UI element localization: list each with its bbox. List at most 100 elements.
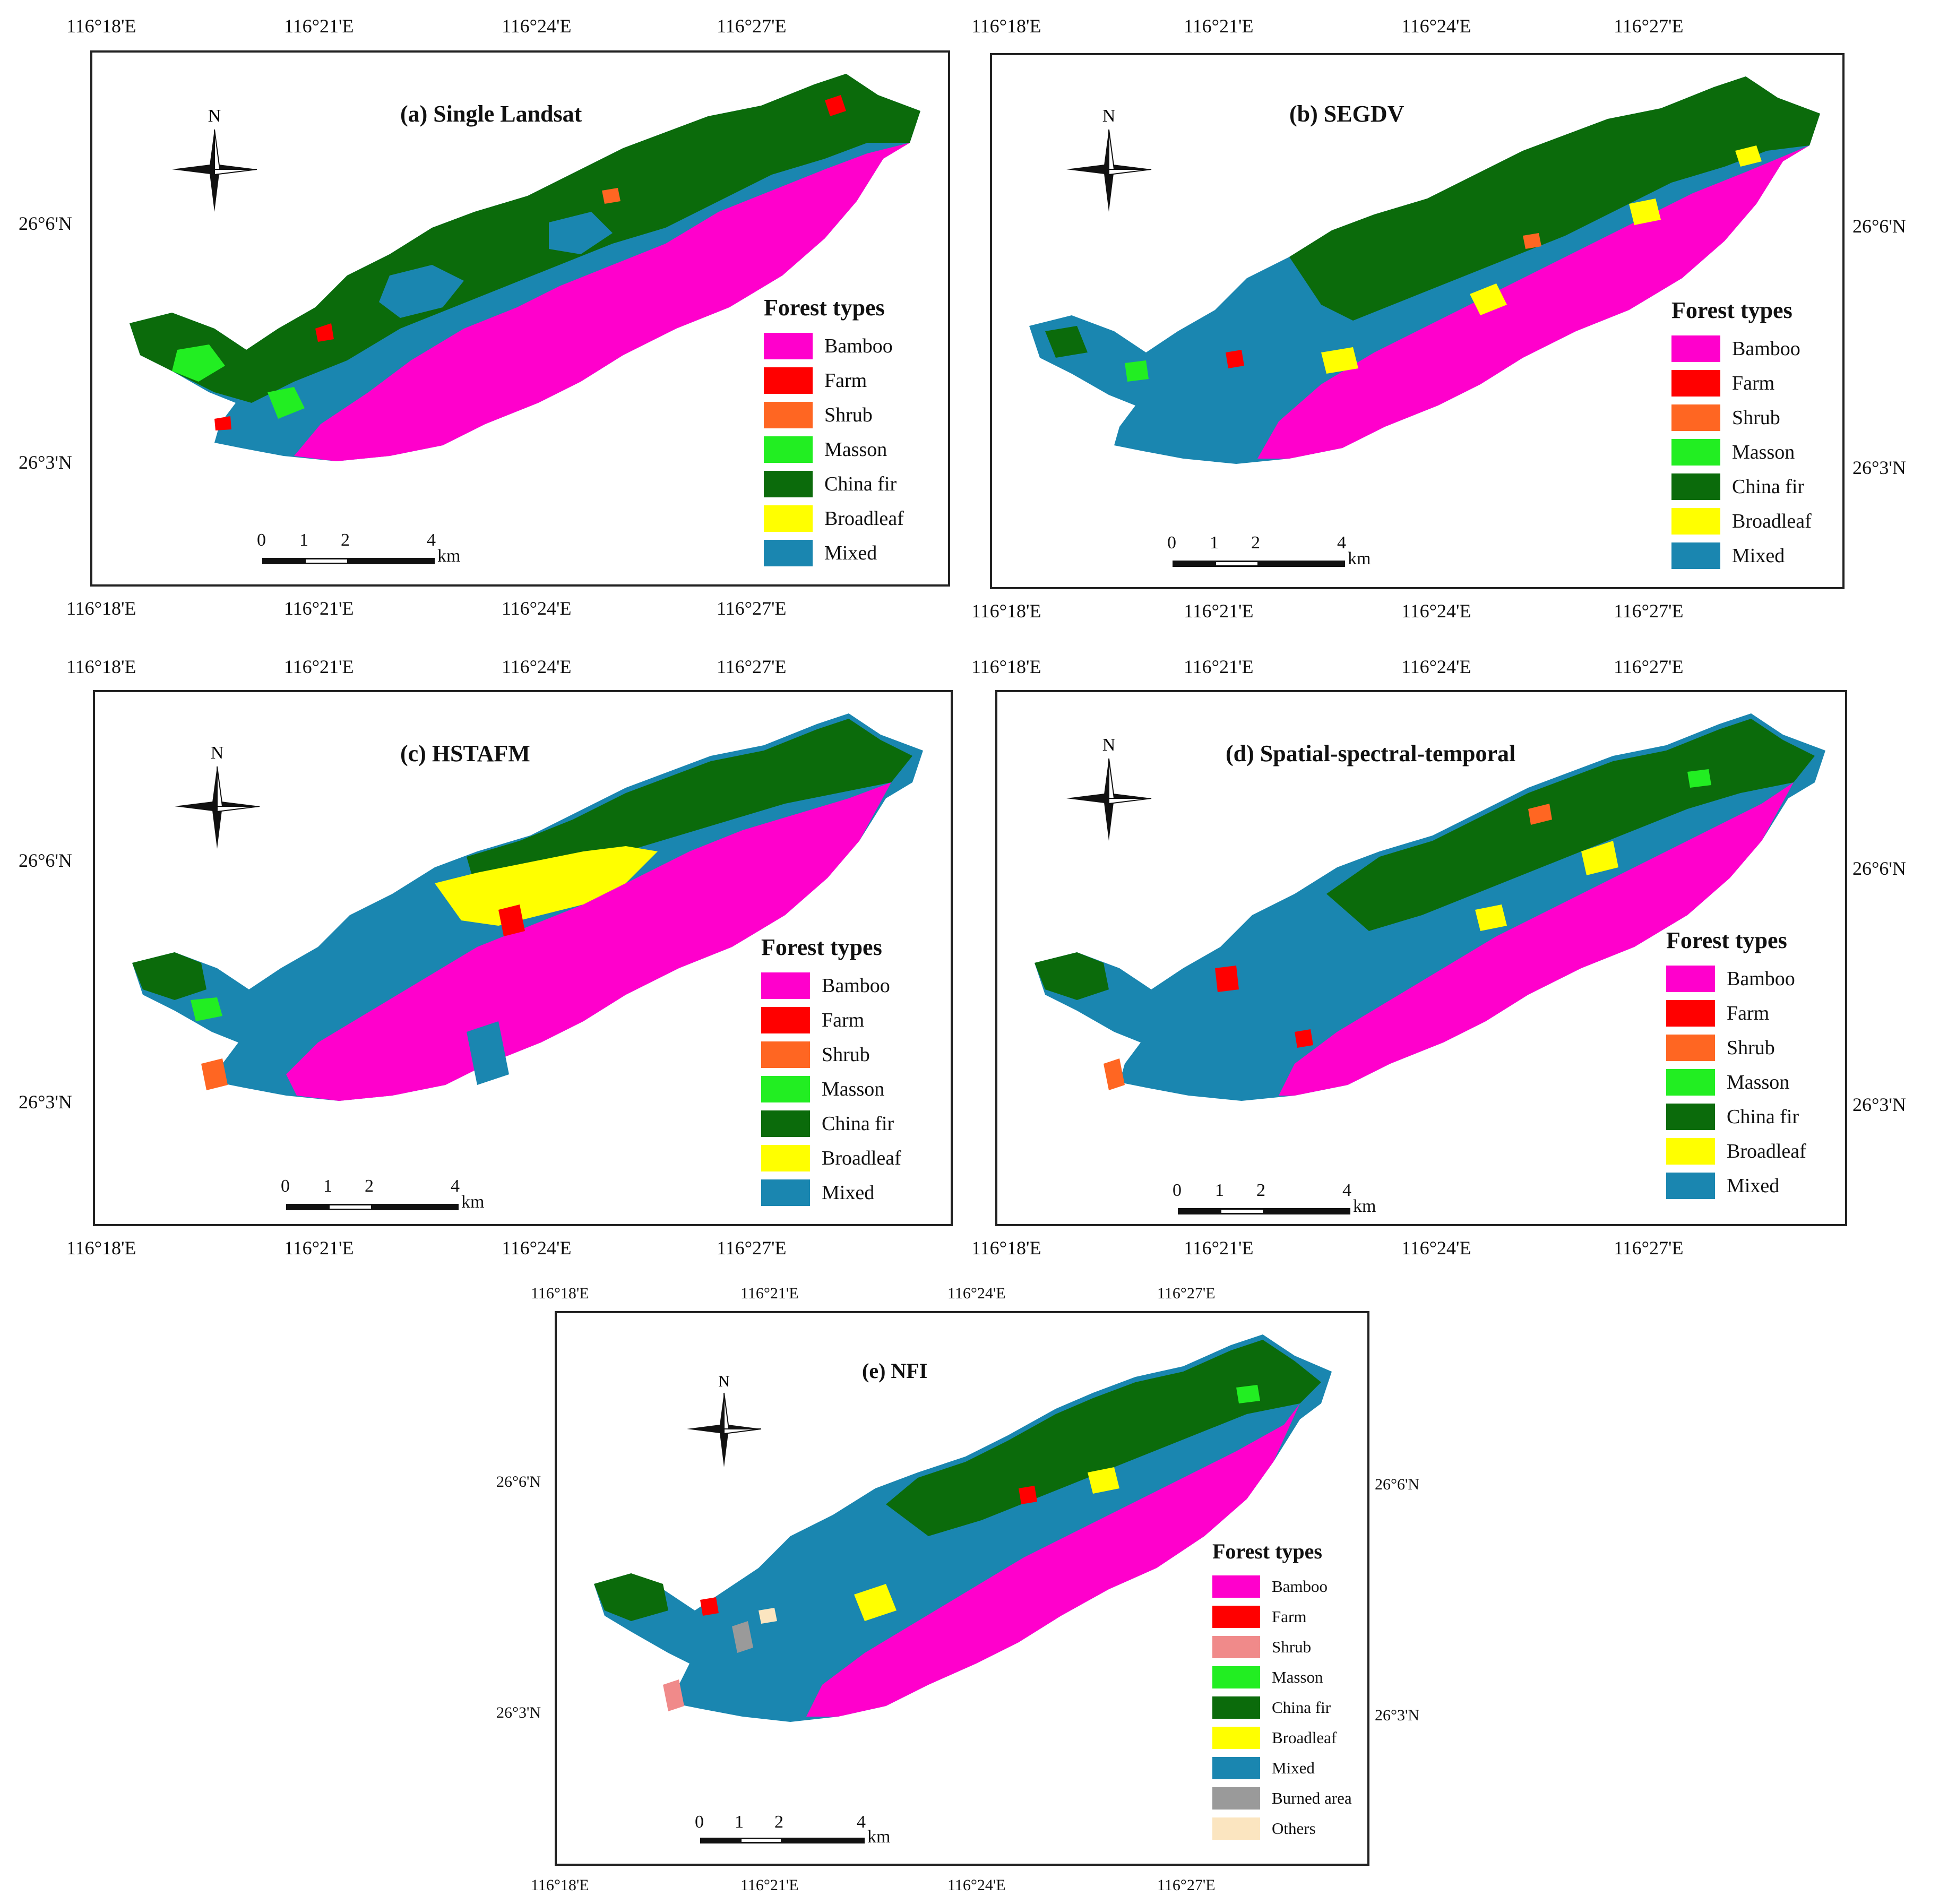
swatch-china-fir — [1671, 473, 1720, 500]
lon-top-label: 116°18'E — [531, 1285, 589, 1302]
lat-left-label: 26°6'N — [496, 1473, 541, 1491]
farm-patch — [315, 323, 334, 342]
lon-top-label: 116°27'E — [1157, 1285, 1216, 1302]
map-panel-c: 116°18'E 116°21'E 116°24'E 116°27'E (c) … — [0, 637, 955, 1274]
scale-label: 2 — [1256, 1181, 1265, 1200]
burned-area-patch — [732, 1621, 753, 1653]
legend-item-broadleaf: Broadleaf — [1671, 504, 1812, 538]
legend-label: Farm — [1272, 1607, 1307, 1626]
shrub-patch — [602, 188, 621, 204]
swatch-masson — [764, 436, 813, 463]
compass-n-label: N — [211, 743, 224, 763]
scale-label: 4 — [857, 1812, 866, 1832]
legend-item-mixed: Mixed — [1666, 1168, 1806, 1203]
lon-bottom-label: 116°27'E — [1614, 600, 1684, 622]
legend-item-china-fir: China fir — [1212, 1692, 1352, 1722]
lon-bottom-label: 116°18'E — [66, 1237, 136, 1259]
north-arrow-icon: N — [175, 743, 260, 849]
map-panel-b: 116°18'E 116°21'E 116°24'E 116°27'E (b) … — [971, 0, 1927, 632]
legend-label: Masson — [822, 1078, 885, 1100]
panel-title: (c) HSTAFM — [400, 740, 530, 766]
legend-label: Farm — [822, 1009, 865, 1031]
masson-patch — [268, 387, 305, 419]
swatch-farm — [1212, 1605, 1260, 1628]
lon-top-label: 116°24'E — [1401, 656, 1471, 677]
scale-bar: 0 1 2 4 km — [1173, 1181, 1376, 1223]
masson-patch — [1687, 769, 1711, 788]
scale-unit: km — [437, 546, 461, 566]
legend-item-masson: Masson — [1666, 1065, 1806, 1099]
shrub-patch — [1523, 233, 1541, 249]
legend-item-burned-area: Burned area — [1212, 1783, 1352, 1813]
swatch-others — [1212, 1817, 1260, 1840]
legend-label: Masson — [1272, 1667, 1323, 1686]
legend-label: Shrub — [822, 1043, 870, 1066]
legend-label: Farm — [1727, 1002, 1770, 1024]
swatch-china-fir — [1666, 1103, 1715, 1130]
swatch-mixed — [1666, 1172, 1715, 1199]
lon-bottom-label: 116°21'E — [1184, 600, 1254, 622]
shrub-patch — [1104, 1058, 1125, 1090]
lat-right-label: 26°6'N — [1852, 216, 1906, 237]
swatch-bamboo — [1671, 335, 1720, 362]
legend-item-mixed: Mixed — [1212, 1753, 1352, 1783]
legend-item-broadleaf: Broadleaf — [1666, 1134, 1806, 1168]
panel-title: (d) Spatial-spectral-temporal — [1226, 740, 1516, 766]
legend-label: Burned area — [1272, 1788, 1352, 1807]
lon-top-label: 116°21'E — [740, 1285, 799, 1302]
swatch-broadleaf — [764, 505, 813, 532]
masson-patch — [1236, 1385, 1260, 1403]
scale-label: 1 — [735, 1812, 744, 1832]
scale-label: 1 — [1210, 533, 1219, 553]
legend-label: Bamboo — [1732, 337, 1800, 360]
masson-patch — [1125, 360, 1149, 382]
broadleaf-patch — [1321, 347, 1358, 374]
lon-bottom-label: 116°21'E — [740, 1876, 799, 1894]
forest-legend: Forest types Bamboo Farm Shrub Masson Ch… — [1666, 927, 1806, 1203]
scale-bar: 0 1 2 4 km — [257, 530, 461, 573]
bamboo-zone — [1279, 782, 1794, 1096]
swatch-masson — [761, 1075, 810, 1102]
legend-item-farm: Farm — [764, 363, 904, 398]
broadleaf-patch — [1470, 283, 1507, 315]
forest-legend: Forest types Bamboo Farm Shrub Masson Ch… — [764, 294, 904, 570]
lon-bottom-label: 116°21'E — [284, 1237, 354, 1259]
shrub-patch — [1528, 804, 1552, 825]
legend-label: China fir — [822, 1112, 894, 1135]
lat-left-label: 26°3'N — [496, 1704, 541, 1721]
swatch-masson — [1671, 438, 1720, 466]
legend-item-bamboo: Bamboo — [1671, 331, 1812, 366]
swatch-broadleaf — [1212, 1726, 1260, 1749]
lon-bottom-label: 116°18'E — [531, 1876, 589, 1894]
legend-label: Broadleaf — [1727, 1140, 1806, 1162]
lon-top-label: 116°24'E — [1401, 15, 1471, 37]
forest-map — [130, 74, 920, 461]
swatch-farm — [764, 367, 813, 394]
farm-patch — [825, 95, 846, 116]
swatch-broadleaf — [1671, 507, 1720, 535]
bamboo-zone — [294, 143, 910, 461]
legend-label: Farm — [1732, 372, 1775, 394]
scale-label: 0 — [257, 530, 266, 550]
broadleaf-patch — [854, 1584, 897, 1621]
lon-top-label: 116°18'E — [971, 656, 1041, 677]
lon-bottom-label: 116°18'E — [66, 598, 136, 619]
lat-right-label: 26°3'N — [1852, 457, 1906, 478]
swatch-bamboo — [761, 972, 810, 999]
map-panel-a: 116°18'E 116°21'E 116°24'E 116°27'E (a) … — [0, 0, 955, 632]
legend-item-china-fir: China fir — [1666, 1099, 1806, 1134]
swatch-shrub — [1671, 404, 1720, 431]
swatch-china-fir — [761, 1110, 810, 1137]
lon-bottom-label: 116°24'E — [502, 598, 572, 619]
scale-bar: 0 1 2 4 km — [281, 1176, 484, 1219]
legend-label: Mixed — [822, 1181, 875, 1204]
swatch-bamboo — [1666, 965, 1715, 992]
legend-label: Mixed — [1732, 544, 1785, 567]
china-fir-zone — [886, 1340, 1321, 1536]
legend-label: Bamboo — [822, 974, 890, 997]
swatch-mixed — [1671, 542, 1720, 569]
swatch-china-fir — [1212, 1696, 1260, 1719]
legend-item-bamboo: Bamboo — [761, 968, 901, 1003]
compass-n-label: N — [1102, 106, 1116, 126]
compass-n-label: N — [1102, 735, 1116, 755]
